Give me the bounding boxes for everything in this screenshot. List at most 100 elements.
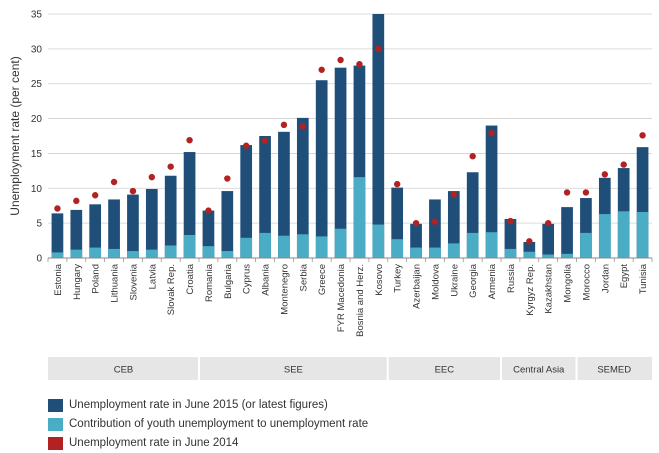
point-2014 <box>280 121 288 129</box>
legend-swatch-youth <box>48 418 63 431</box>
category-label: Slovak Rep. <box>166 264 177 315</box>
point-2014 <box>507 217 514 225</box>
group-label: SEMED <box>597 365 631 376</box>
bar-total <box>542 223 555 258</box>
point-2014 <box>167 163 174 170</box>
category-label: Azerbaijan <box>412 264 423 309</box>
category-label: Montenegro <box>279 264 290 315</box>
bar-total <box>259 136 271 258</box>
bar-total <box>429 199 441 258</box>
point-2014 <box>224 175 231 182</box>
point-2014 <box>110 178 118 186</box>
point-2014 <box>129 187 137 195</box>
bar-youth-contribution <box>391 239 404 258</box>
category-label: Morocco <box>581 264 592 300</box>
y-tick-label: 10 <box>31 184 43 195</box>
category-label: Moldova <box>430 263 441 300</box>
y-tick-label: 5 <box>36 219 42 230</box>
point-2014 <box>526 238 533 245</box>
bar-total <box>202 210 215 258</box>
bar-total <box>240 145 253 258</box>
point-2014 <box>469 153 476 160</box>
y-tick-label: 30 <box>31 44 43 55</box>
point-2014 <box>91 192 99 199</box>
category-label: Cyprus <box>242 264 253 294</box>
bar-youth-contribution <box>108 248 120 258</box>
bar-total <box>108 199 120 258</box>
y-tick-label: 35 <box>31 10 43 21</box>
category-label: Latvia <box>147 263 158 289</box>
bar-youth-contribution <box>353 177 366 258</box>
bar-total <box>221 191 234 258</box>
category-label: Kyrgyz Rep. <box>525 264 536 316</box>
bar-total <box>466 172 479 258</box>
bar-youth-contribution <box>127 251 139 258</box>
category-label: Mongolia <box>563 263 574 302</box>
bar-youth-contribution <box>145 249 158 258</box>
group-label: CEB <box>114 365 134 376</box>
bar-total <box>504 218 517 258</box>
bar-total <box>183 152 196 258</box>
legend-item-2015: Unemployment rate in June 2015 (or lates… <box>48 396 368 415</box>
bar-youth-contribution <box>259 232 271 258</box>
point-2014 <box>375 45 382 53</box>
bar-total <box>334 67 347 259</box>
legend-item-2014: Unemployment rate in June 2014 <box>48 434 368 453</box>
point-2014 <box>318 66 325 73</box>
bar-youth-contribution <box>315 236 328 258</box>
point-2014 <box>620 161 627 168</box>
point-2014 <box>186 136 193 144</box>
bar-total <box>372 14 385 258</box>
bar-total <box>70 209 83 258</box>
bar-total <box>145 188 158 258</box>
point-2014 <box>148 173 156 181</box>
point-2014 <box>242 142 250 149</box>
category-label: Poland <box>91 264 102 294</box>
bar-youth-contribution <box>466 232 479 258</box>
bar-total <box>485 125 498 259</box>
point-2014 <box>337 56 344 64</box>
bar-youth-contribution <box>221 251 234 258</box>
category-label: Kosovo <box>374 264 385 296</box>
category-label: Hungary <box>72 264 83 300</box>
category-label: Serbia <box>298 263 309 291</box>
category-label: Tunisia <box>638 263 649 294</box>
category-label: Croatia <box>185 263 196 294</box>
legend-swatch-2014 <box>48 437 63 450</box>
point-2014 <box>582 189 590 196</box>
category-label: Slovenia <box>128 263 139 300</box>
category-label: Ukraine <box>449 264 460 297</box>
group-label: EEC <box>435 365 455 376</box>
point-2014 <box>639 132 646 139</box>
bar-youth-contribution <box>183 234 196 258</box>
bar-youth-contribution <box>296 234 309 258</box>
category-label: Albania <box>261 263 272 295</box>
y-tick-label: 25 <box>31 79 43 90</box>
bar-youth-contribution <box>598 214 611 258</box>
bar-youth-contribution <box>70 249 83 258</box>
category-label: Jordan <box>600 264 611 293</box>
bar-youth-contribution <box>447 243 460 258</box>
bar-youth-contribution <box>164 245 177 258</box>
category-label: Russia <box>506 263 517 293</box>
bar-youth-contribution <box>240 237 253 258</box>
legend-swatch-2015 <box>48 399 63 412</box>
bar-total <box>561 207 573 258</box>
bar-total <box>523 241 536 258</box>
bar-total <box>89 204 102 258</box>
bar-youth-contribution <box>429 247 441 258</box>
category-label: Bulgaria <box>223 263 234 299</box>
bar-total <box>278 131 290 258</box>
point-2014 <box>450 191 458 198</box>
category-label: Estonia <box>53 263 64 295</box>
bar-total <box>127 194 139 258</box>
bar-youth-contribution <box>617 211 630 258</box>
chart-legend: Unemployment rate in June 2015 (or lates… <box>48 396 368 453</box>
y-tick-label: 20 <box>31 114 43 125</box>
bar-total <box>296 117 309 258</box>
category-label: Kazakhstan <box>544 264 555 314</box>
bar-youth-contribution <box>636 211 649 258</box>
bar-total <box>164 175 177 258</box>
bar-youth-contribution <box>410 247 422 258</box>
category-label: Bosnia and Herz. <box>355 264 366 337</box>
